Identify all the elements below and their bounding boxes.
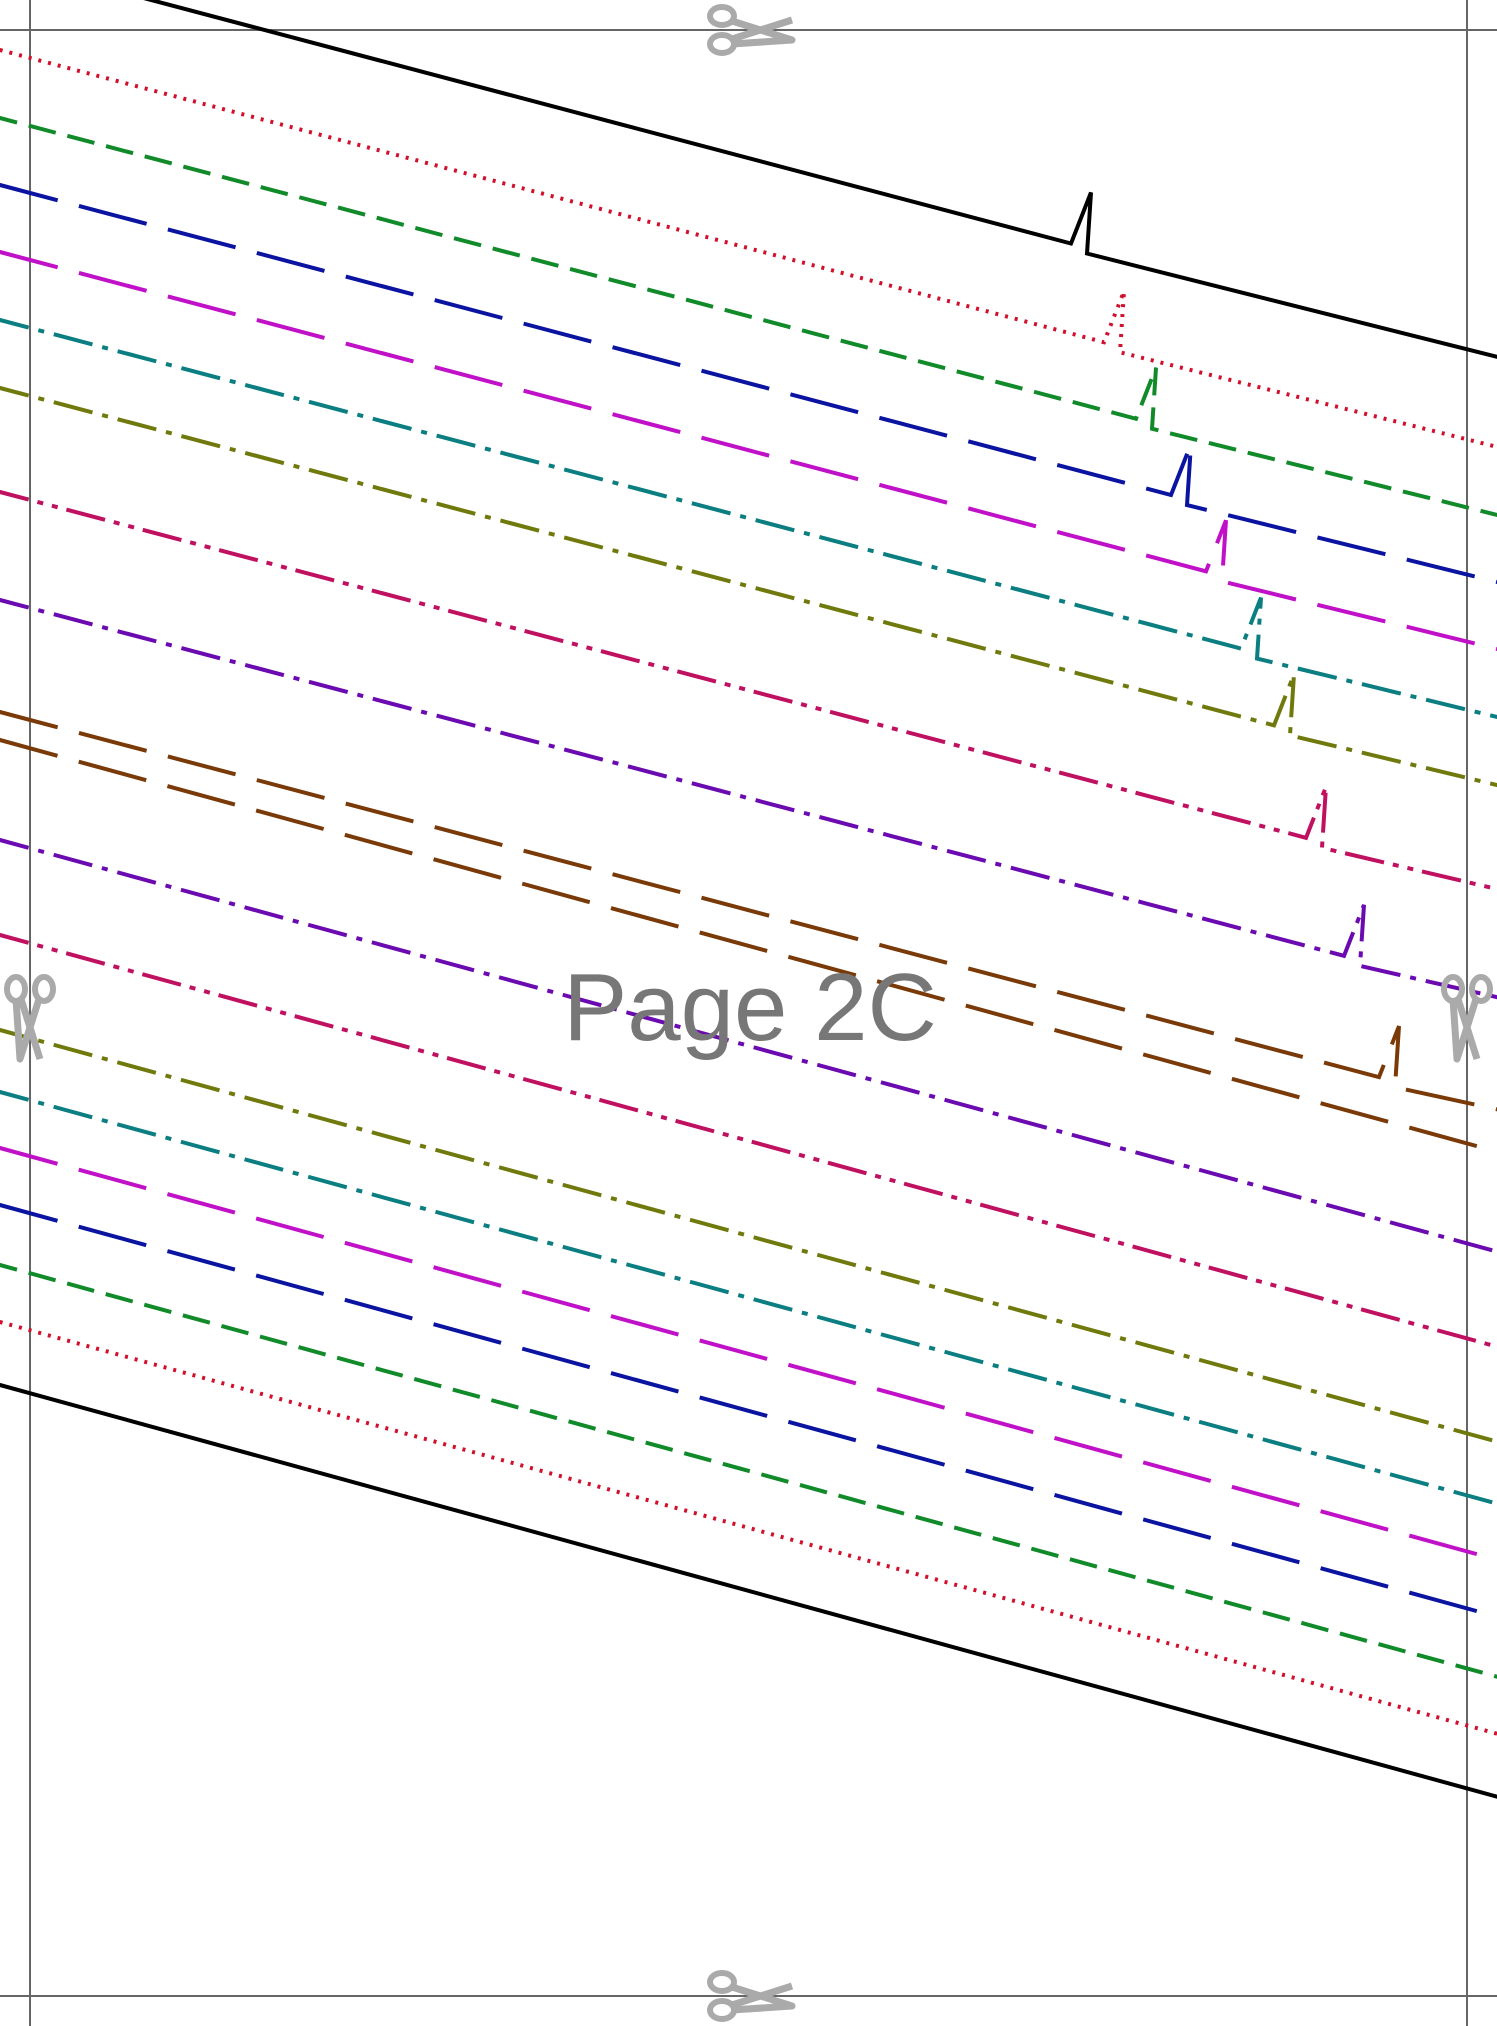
size-line-10	[0, 709, 1497, 1112]
size-line-lower-3	[0, 1262, 1497, 1679]
scissors-right-icon	[1441, 974, 1493, 1063]
page-label: Page 2C	[563, 954, 937, 1061]
scissors-top-icon	[707, 4, 796, 56]
scissors-marks	[4, 4, 1493, 2022]
size-line-lower-10	[0, 737, 1497, 1154]
scissors-left-icon	[4, 974, 56, 1063]
size-line-2	[0, 47, 1497, 449]
size-line-lower-6	[0, 1089, 1497, 1506]
size-line-8	[0, 489, 1497, 892]
size-line-lower-4	[0, 1202, 1497, 1619]
upper-size-lines	[0, 0, 1497, 1112]
size-line-5	[0, 249, 1497, 652]
size-line-lower-8	[0, 932, 1497, 1349]
size-line-1	[143, 0, 1497, 359]
size-line-lower-2	[0, 1319, 1497, 1736]
size-line-3	[0, 115, 1497, 517]
size-line-7	[0, 385, 1497, 788]
size-line-9	[0, 597, 1497, 1000]
size-line-lower-5	[0, 1145, 1497, 1562]
size-line-4	[0, 182, 1497, 584]
size-line-6	[0, 317, 1497, 720]
scissors-bottom-icon	[707, 1970, 796, 2022]
lower-size-lines	[0, 737, 1497, 1799]
size-line-lower-1	[0, 1382, 1497, 1799]
